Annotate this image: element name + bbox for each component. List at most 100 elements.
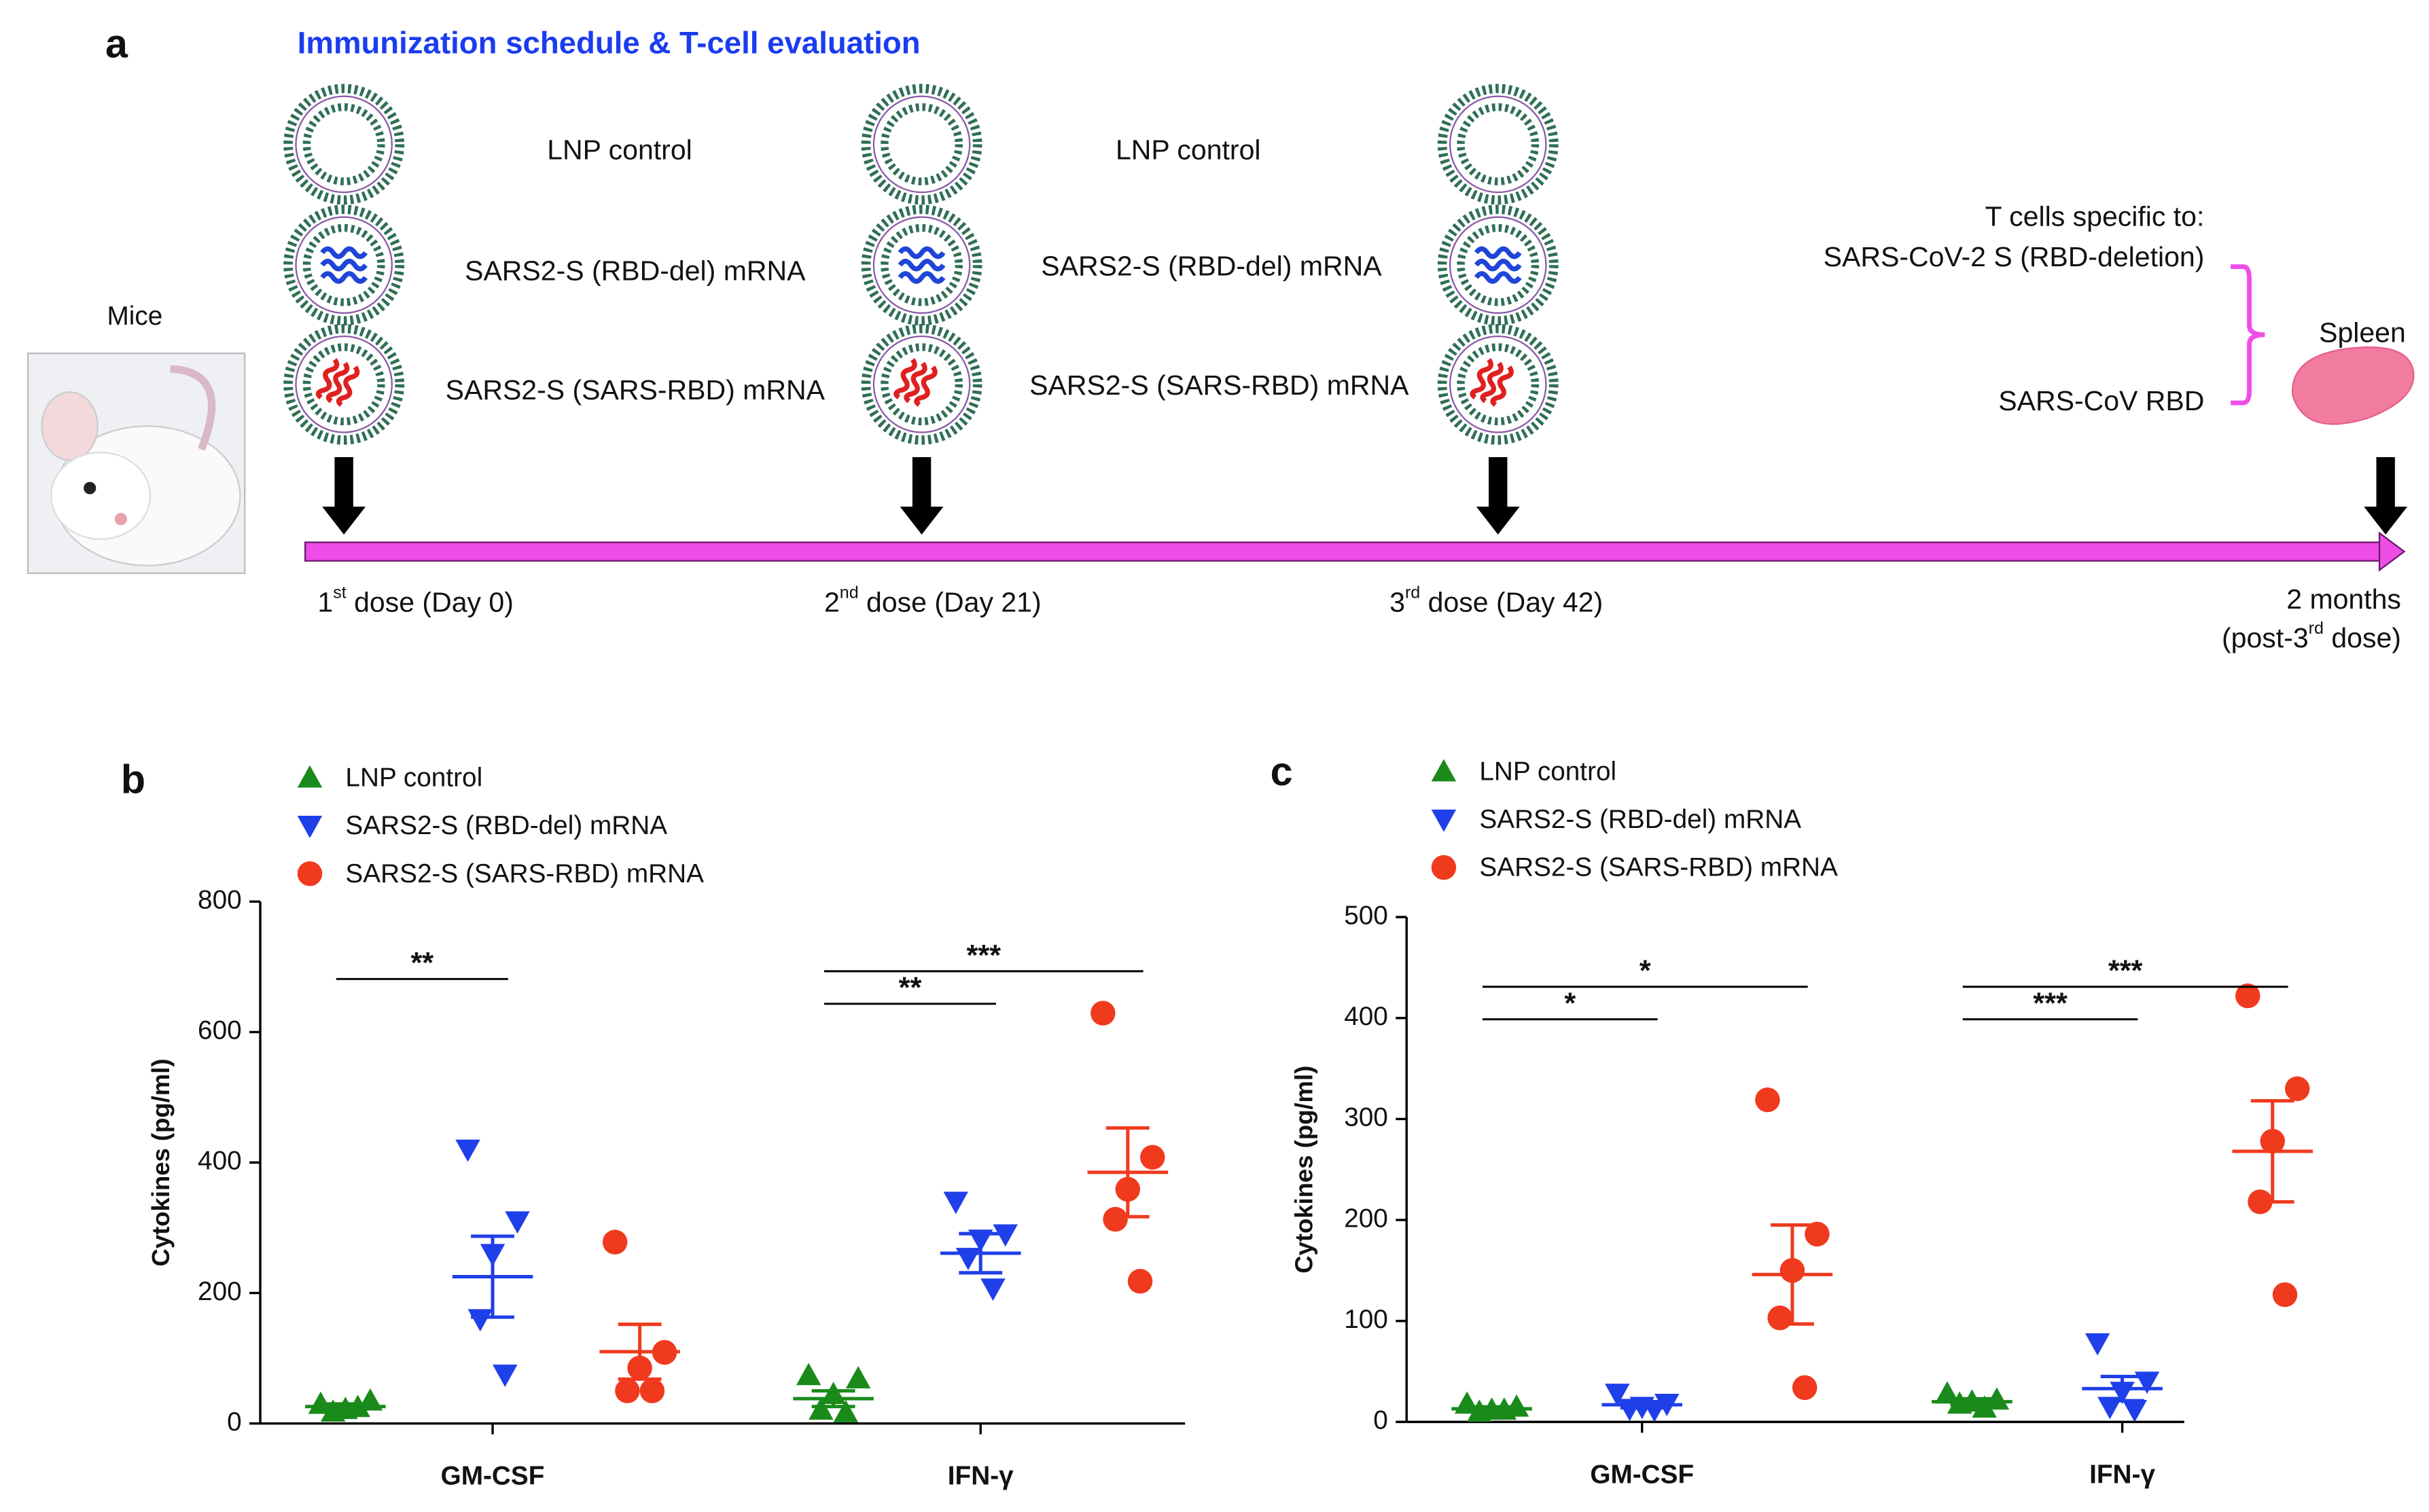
mrna-strand (1490, 365, 1514, 407)
y-tick-label: 0 (1373, 1406, 1388, 1435)
y-tick-label: 200 (1344, 1204, 1388, 1233)
mrna-strand (914, 365, 938, 407)
significance-label: ** (410, 947, 433, 979)
data-point (1605, 1384, 1630, 1407)
y-tick-label: 600 (198, 1016, 242, 1045)
data-point (1792, 1375, 1818, 1401)
data-point (505, 1211, 530, 1234)
y-tick-label: 0 (227, 1407, 242, 1437)
timeline-bar (304, 541, 2382, 562)
spleen (2292, 346, 2415, 425)
dose-arrow (2364, 456, 2408, 535)
legend-label: LNP control (345, 763, 482, 792)
legend-marker (1431, 759, 1457, 782)
legend-marker (1431, 809, 1457, 832)
readout-heading: T cells specific to: (1985, 201, 2204, 232)
data-point (980, 1278, 1006, 1301)
y-axis-title: Cytokines (pg/ml) (147, 1059, 175, 1267)
legend-marker (297, 765, 323, 788)
mrna-strand (320, 258, 368, 272)
lipid-outer-ring (1449, 95, 1547, 194)
significance-label: *** (967, 939, 1001, 972)
data-point (1767, 1306, 1792, 1331)
data-point (2272, 1282, 2298, 1308)
x-tick-label: GM-CSF (441, 1462, 545, 1491)
data-point (2284, 1076, 2310, 1102)
data-point (955, 1248, 981, 1270)
dose-text: dose (Day 21) (859, 586, 1042, 617)
data-point (639, 1378, 665, 1403)
data-point (1755, 1087, 1780, 1113)
mrna-strand (898, 246, 946, 259)
lnp-particle (861, 84, 982, 205)
dose-suffix: nd (840, 583, 859, 602)
mouse-tail (170, 365, 216, 451)
x-tick-label: IFN-γ (948, 1462, 1014, 1491)
lipid-outer-ring (1449, 335, 1547, 433)
y-tick-label: 100 (1344, 1305, 1388, 1334)
data-point (602, 1229, 628, 1255)
data-point (455, 1139, 480, 1162)
data-point (796, 1363, 821, 1386)
group-label: SARS2-S (SARS-RBD) mRNA (446, 374, 826, 406)
y-tick-label: 800 (198, 886, 242, 915)
endpoint-text: dose) (2324, 622, 2401, 653)
panel-label: b (121, 756, 145, 802)
legend-marker (297, 861, 323, 886)
data-point (1103, 1206, 1128, 1232)
data-point (1091, 1001, 1116, 1026)
lnp-particle (1437, 84, 1559, 205)
significance-label: ** (899, 972, 922, 1005)
dose-ordinal: 1 (317, 586, 333, 617)
lipid-outer-ring (295, 95, 393, 194)
y-tick-label: 300 (1344, 1103, 1388, 1132)
group-label: SARS2-S (RBD-del) mRNA (1041, 251, 1382, 282)
mrna-strand (320, 246, 368, 259)
data-point (2097, 1397, 2123, 1420)
mrna-strand (898, 271, 946, 284)
data-point (809, 1397, 834, 1420)
legend-label: SARS2-S (SARS-RBD) mRNA (345, 859, 704, 888)
lipid-outer-ring (295, 216, 393, 314)
y-tick-label: 200 (198, 1277, 242, 1306)
lipid-outer-ring (872, 95, 971, 194)
data-point (2235, 983, 2260, 1009)
mrna-strand (1474, 258, 1522, 272)
data-point (1127, 1269, 1153, 1294)
endpoint-label: 2 months (2286, 583, 2401, 615)
data-point (845, 1366, 871, 1388)
mrna-strand (1474, 246, 1522, 259)
data-point (615, 1378, 640, 1403)
endpoint-suffix: rd (2309, 619, 2324, 638)
mrna-strand (336, 365, 360, 407)
lnp-particle (861, 323, 982, 445)
mouse-ear (41, 391, 99, 461)
panel-label: c (1271, 749, 1293, 794)
readout: SARS-CoV RBD (1998, 385, 2204, 416)
endpoint-text: (post-3 (2222, 622, 2309, 653)
endpoint-label: (post-3rd dose) (2222, 619, 2401, 653)
timeline-head (2378, 531, 2406, 572)
mrna-strand (1480, 361, 1504, 403)
legend-label: LNP control (1479, 757, 1616, 786)
y-tick-label: 400 (1344, 1002, 1388, 1031)
lipid-outer-ring (872, 216, 971, 314)
data-point (1972, 1395, 1997, 1418)
group-label: SARS2-S (RBD-del) mRNA (465, 255, 806, 286)
dose-suffix: st (333, 583, 347, 602)
x-tick-label: GM-CSF (1590, 1460, 1694, 1489)
group-label: LNP control (547, 134, 692, 166)
data-point (2122, 1399, 2148, 1422)
data-point (2085, 1333, 2110, 1356)
dose-label: 3rd dose (Day 42) (1389, 583, 1603, 617)
dose-arrow (900, 456, 944, 535)
readout-brace (2231, 264, 2265, 406)
dose-arrow (1476, 456, 1520, 535)
data-point (467, 1309, 493, 1332)
lnp-particle (1437, 323, 1559, 445)
lipid-inner (1457, 103, 1540, 185)
data-point (1805, 1221, 1830, 1247)
panel-label: a (105, 20, 128, 66)
